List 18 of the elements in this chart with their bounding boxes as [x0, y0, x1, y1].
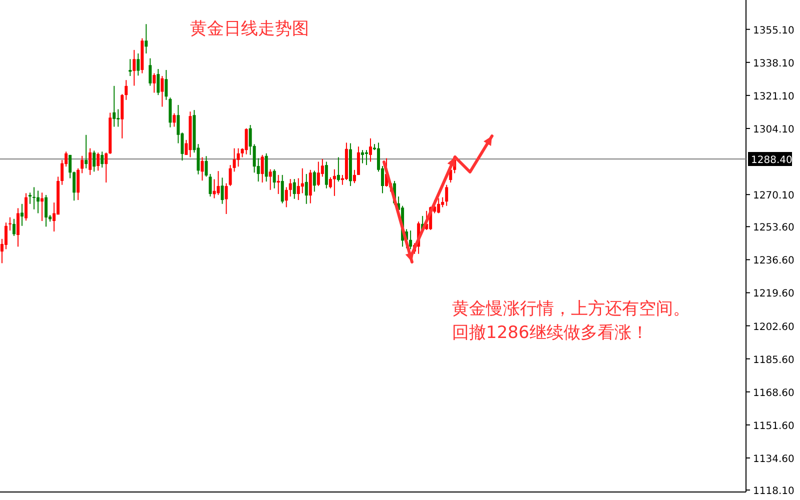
y-tick-label: 1219.60 — [753, 288, 794, 300]
y-tick-label: 1236.60 — [753, 256, 794, 267]
annotation: 黄金慢涨行情，上方还有空间。 — [452, 299, 690, 319]
y-tick-label: 1202.60 — [753, 322, 794, 333]
y-tick-label: 1134.60 — [753, 454, 794, 465]
text: 黄金日线走势图 — [190, 19, 309, 39]
ref-line-label: 1288.40 — [751, 155, 792, 166]
y-tick-label: 1253.60 — [753, 222, 794, 234]
y-tick-label: 1321.10 — [753, 91, 794, 102]
annotation: 回撤1286继续做多看涨！ — [452, 323, 648, 343]
y-tick-label: 1168.60 — [753, 388, 794, 399]
y-tick-label: 1355.10 — [753, 25, 794, 36]
y-tick-label: 1151.60 — [753, 420, 794, 432]
y-tick-label: 1338.10 — [753, 58, 794, 70]
y-tick-label: 1270.10 — [753, 190, 794, 202]
y-tick-label: 1185.60 — [753, 354, 794, 366]
y-tick-label: 1304.10 — [753, 124, 794, 136]
y-tick-label: 1118.10 — [753, 486, 794, 498]
